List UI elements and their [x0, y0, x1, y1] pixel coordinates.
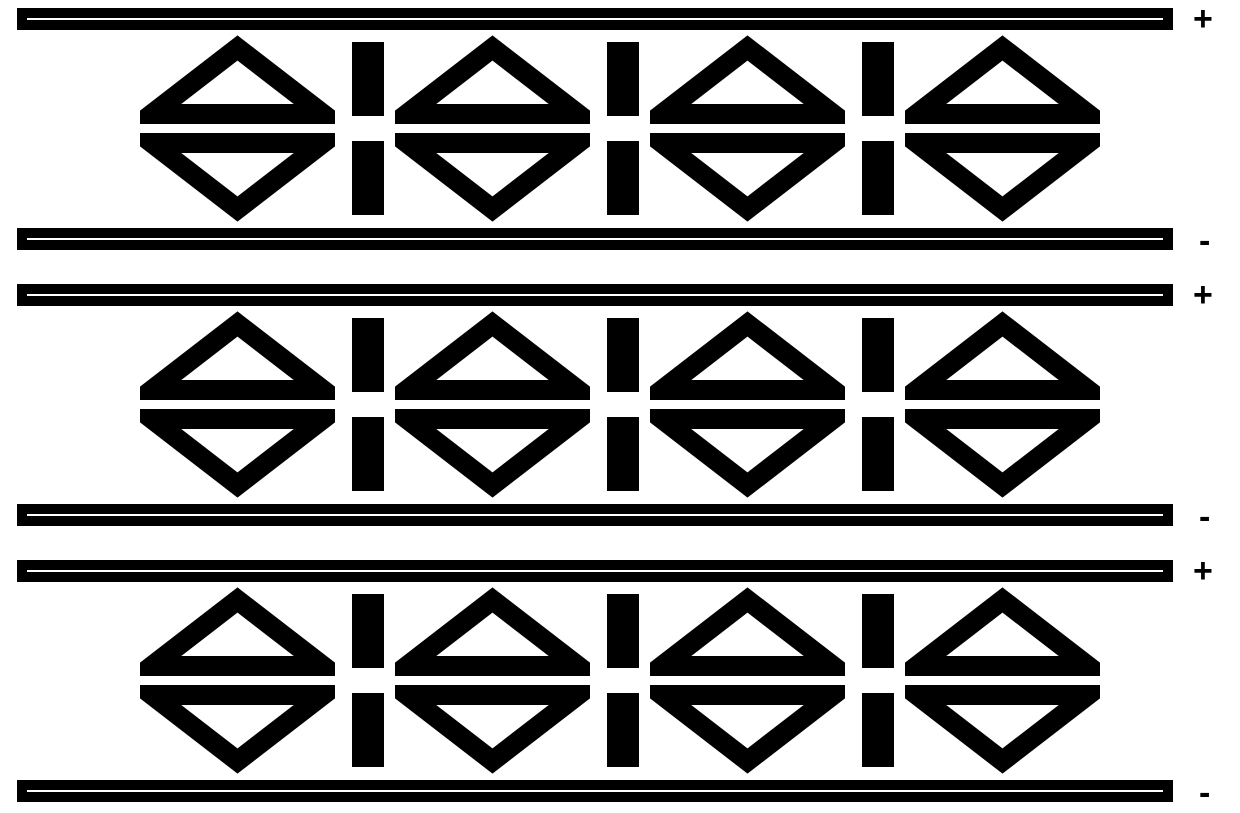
triangle-up-icon: [395, 34, 590, 124]
separator-pillar: [862, 417, 894, 491]
positive-plate: [17, 8, 1173, 30]
triangle-down-icon: [650, 133, 845, 223]
triangle-up-icon: [140, 310, 335, 400]
separator-pillar: [862, 594, 894, 668]
triangle-up-icon: [140, 34, 335, 124]
negative-plate: [17, 504, 1173, 526]
triangle-up-icon: [905, 586, 1100, 676]
separator-pillar: [352, 594, 384, 668]
positive-plate: [17, 560, 1173, 582]
separator-pillar: [862, 141, 894, 215]
positive-label: +: [1193, 0, 1213, 39]
separator-pillar: [607, 594, 639, 668]
separator-pillar: [607, 318, 639, 392]
cell-module: +-: [0, 284, 1240, 526]
separator-pillar: [352, 417, 384, 491]
triangle-down-icon: [140, 409, 335, 499]
negative-plate: [17, 228, 1173, 250]
triangle-up-icon: [650, 310, 845, 400]
cell-module: +-: [0, 8, 1240, 250]
separator-pillar: [862, 318, 894, 392]
triangle-up-icon: [650, 586, 845, 676]
triangle-down-icon: [395, 685, 590, 775]
triangle-down-icon: [905, 685, 1100, 775]
separator-pillar: [607, 42, 639, 116]
triangle-down-icon: [650, 409, 845, 499]
separator-pillar: [862, 693, 894, 767]
triangle-down-icon: [905, 133, 1100, 223]
separator-pillar: [352, 141, 384, 215]
separator-pillar: [352, 42, 384, 116]
separator-pillar: [352, 693, 384, 767]
positive-label: +: [1193, 552, 1213, 591]
negative-label: -: [1199, 774, 1210, 813]
triangle-up-icon: [395, 586, 590, 676]
triangle-down-icon: [395, 409, 590, 499]
positive-label: +: [1193, 276, 1213, 315]
triangle-down-icon: [395, 133, 590, 223]
triangle-down-icon: [140, 133, 335, 223]
triangle-up-icon: [140, 586, 335, 676]
positive-plate: [17, 284, 1173, 306]
separator-pillar: [607, 693, 639, 767]
triangle-up-icon: [395, 310, 590, 400]
triangle-up-icon: [905, 34, 1100, 124]
separator-pillar: [862, 42, 894, 116]
separator-pillar: [607, 141, 639, 215]
triangle-down-icon: [905, 409, 1100, 499]
negative-label: -: [1199, 222, 1210, 261]
separator-pillar: [352, 318, 384, 392]
cell-module: +-: [0, 560, 1240, 802]
triangle-down-icon: [650, 685, 845, 775]
triangle-up-icon: [650, 34, 845, 124]
triangle-down-icon: [140, 685, 335, 775]
separator-pillar: [607, 417, 639, 491]
triangle-up-icon: [905, 310, 1100, 400]
negative-label: -: [1199, 498, 1210, 537]
